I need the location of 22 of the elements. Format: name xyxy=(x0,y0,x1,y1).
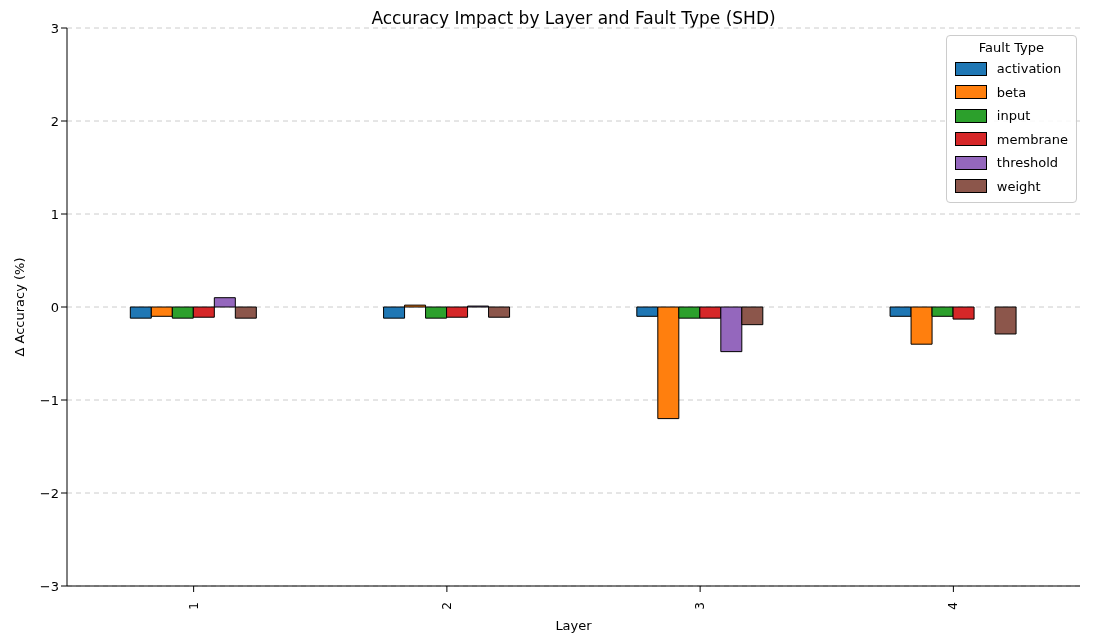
legend-title: Fault Type xyxy=(977,40,1046,55)
y-tick-label: −3 xyxy=(39,578,59,594)
legend-label: threshold xyxy=(996,155,1059,171)
y-tick-label: 2 xyxy=(50,113,59,129)
x-tick-label: 2 xyxy=(439,602,454,610)
bar xyxy=(994,306,1017,335)
y-tick-label: 0 xyxy=(50,299,59,315)
x-tick-label: 3 xyxy=(693,602,708,610)
legend-label: input xyxy=(996,108,1031,124)
y-tick-label: −1 xyxy=(39,392,59,408)
y-tick-label: 3 xyxy=(50,20,59,36)
x-tick-label: 1 xyxy=(186,602,201,610)
x-tick-label: 4 xyxy=(946,602,961,610)
legend-label: membrane xyxy=(996,131,1068,147)
legend-label: weight xyxy=(996,178,1041,194)
y-tick-label: −2 xyxy=(39,485,59,501)
x-axis-title: Layer xyxy=(555,618,593,633)
legend-label: beta xyxy=(996,84,1027,100)
legend-label: activation xyxy=(996,61,1062,77)
y-axis-title: Δ Accuracy (%) xyxy=(11,257,27,357)
chart-title: Accuracy Impact by Layer and Fault Type (SHD) xyxy=(370,8,777,28)
y-tick-label: 1 xyxy=(50,206,59,222)
